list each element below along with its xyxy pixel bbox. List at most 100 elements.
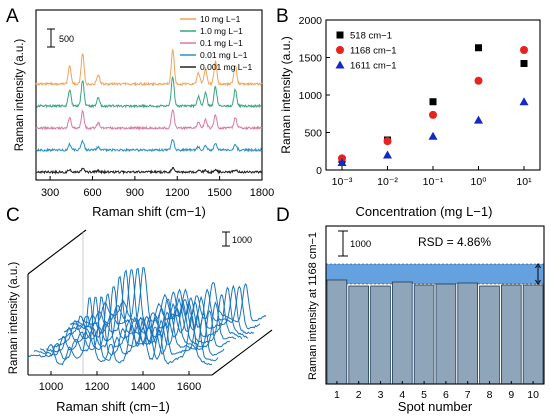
panel-b-point-3 bbox=[428, 131, 438, 140]
panel-b-y-tick-label: 1000 bbox=[299, 90, 323, 102]
panel-b-point-1 bbox=[520, 60, 528, 67]
panel-c-x-label: Raman shift (cm−1) bbox=[56, 399, 170, 414]
panel-d-x-tick-label: 10 bbox=[527, 389, 539, 401]
panel-b-ticks: 0 500 1000 1500 2000 10⁻³ 10⁻² 10⁻¹ 10⁰ 10¹ bbox=[299, 15, 532, 188]
panel-a-x-tick-label: 1500 bbox=[207, 187, 231, 199]
panel-d-plot-frame bbox=[325, 225, 545, 385]
panel-a-series-3 bbox=[35, 108, 263, 131]
panel-b-y-tick-label: 500 bbox=[304, 128, 322, 140]
panel-c-depth-edge bbox=[211, 329, 273, 376]
panel-a-y-label: Raman intensity (a.u.) bbox=[14, 39, 26, 152]
panel-c-spectra bbox=[27, 267, 267, 366]
panel-c-y-label: Raman intensity (a.u.) bbox=[8, 262, 20, 375]
panel-a-scale-bar-label: 500 bbox=[59, 34, 74, 44]
panel-b-x-tick-label: 10⁻² bbox=[377, 176, 398, 188]
panel-c-x-tick-label: 1200 bbox=[85, 381, 109, 393]
panel-d-bar bbox=[370, 285, 391, 385]
panel-d-rsd-arrow-head-bottom bbox=[535, 279, 541, 285]
panel-d-bar bbox=[326, 279, 348, 385]
panel-c-x-tick-label: 1000 bbox=[39, 381, 63, 393]
panel-b-legend: 518 cm−1 1168 cm−1 1611 cm−1 bbox=[335, 31, 397, 72]
panel-d-bar bbox=[457, 282, 478, 385]
panel-c-spectrum-10 bbox=[27, 297, 213, 366]
panel-a-x-label: Raman shift (cm−1) bbox=[92, 204, 206, 219]
panel-b: 0 500 1000 1500 2000 10⁻³ 10⁻² 10⁻¹ 10⁰ 10¹ 518 c… bbox=[279, 15, 541, 219]
panel-d-bar bbox=[479, 285, 500, 385]
panel-c-x-tick-label: 1600 bbox=[177, 381, 201, 393]
panel-d-bars bbox=[326, 279, 544, 385]
panel-d-x-tick-label: 1 bbox=[334, 389, 340, 401]
panel-d-x-label: Spot number bbox=[398, 399, 473, 414]
panel-b-x-tick-label: 10⁻¹ bbox=[423, 176, 444, 188]
panel-d-rsd-arrow-head-top bbox=[535, 263, 541, 269]
panel-b-point-3 bbox=[519, 97, 529, 106]
panel-a-x-tick-label: 1200 bbox=[165, 187, 189, 199]
panel-b-point-2 bbox=[520, 46, 528, 54]
panel-d-bar bbox=[435, 283, 457, 385]
panel-b-legend-marker bbox=[336, 31, 344, 39]
panel-d-x-tick-label: 5 bbox=[421, 389, 427, 401]
panel-b-point-1 bbox=[429, 98, 437, 106]
panel-a-x-tick-label: 300 bbox=[41, 187, 59, 199]
panel-a-x-tick-label: 600 bbox=[83, 187, 101, 199]
panel-a-x-ticks: 300 600 900 1200 1500 1800 bbox=[41, 176, 274, 199]
panel-b-x-label: Concentration (mg L−1) bbox=[356, 204, 493, 219]
panel-a-x-tick-label: 900 bbox=[126, 187, 144, 199]
panel-d-rsd-annotation: RSD = 4.86% bbox=[418, 235, 491, 249]
panel-d-x-tick-label: 6 bbox=[443, 389, 449, 401]
panel-b-legend-label: 1168 cm−1 bbox=[350, 46, 397, 57]
panel-b-legend-label: 1611 cm−1 bbox=[350, 61, 397, 72]
panel-a-legend-label: 0.1 mg L−1 bbox=[200, 38, 243, 48]
panel-d-x-ticks: 1 2 3 4 5 6 7 8 9 10 bbox=[334, 381, 539, 401]
panel-c-scale-bar-label: 1000 bbox=[232, 235, 252, 245]
panel-b-point-3 bbox=[383, 150, 392, 159]
panel-c-back-left-edge bbox=[27, 229, 87, 275]
panel-b-legend-marker bbox=[335, 60, 345, 69]
panel-b-point-2 bbox=[474, 76, 483, 85]
panel-d-bar bbox=[348, 285, 369, 385]
panel-d-x-tick-label: 9 bbox=[508, 389, 514, 401]
panel-label-d: D bbox=[276, 205, 290, 226]
panel-b-point-2 bbox=[383, 137, 392, 146]
panel-d-bar bbox=[500, 284, 522, 385]
panel-label-b: B bbox=[276, 6, 289, 27]
panel-a-legend-label: 0.001 mg L−1 bbox=[200, 62, 252, 72]
panel-a-spectra bbox=[35, 49, 263, 175]
panel-d-x-tick-label: 3 bbox=[378, 389, 384, 401]
panel-b-y-tick-label: 0 bbox=[316, 165, 322, 177]
panel-a-series-1 bbox=[35, 49, 263, 87]
panel-d: 1000 RSD = 4.86% 1 2 3 4 5 6 7 8 9 10 Spot number… bbox=[307, 225, 545, 414]
panel-b-x-tick-label: 10⁰ bbox=[471, 176, 488, 188]
panel-c: 1000 1200 1400 1600 1000 Raman shift (cm−1)… bbox=[8, 229, 273, 414]
panel-b-point-2 bbox=[429, 110, 437, 119]
panel-a-legend: 10 mg L−1 1.0 mg L−1 0.1 mg L−1 0.01 mg L−1… bbox=[180, 14, 252, 72]
panel-a: 300 600 900 1200 1500 1800 500 10 mg L−1 1.0 m… bbox=[14, 9, 274, 219]
panel-a-x-tick-label: 1800 bbox=[250, 187, 274, 199]
panel-a-series-2 bbox=[35, 75, 262, 109]
panel-b-x-tick-label: 10⁻³ bbox=[332, 176, 353, 188]
panel-a-series-5 bbox=[35, 166, 263, 175]
panel-b-y-label: Raman intensity (a.u.) bbox=[279, 36, 293, 153]
panel-d-x-tick-label: 4 bbox=[399, 389, 405, 401]
panel-d-bar bbox=[413, 284, 435, 385]
panel-c-x-ticks: 1000 1200 1400 1600 bbox=[39, 371, 201, 393]
panel-d-x-tick-label: 2 bbox=[356, 389, 362, 401]
panel-b-points bbox=[337, 44, 529, 166]
panel-b-x-tick-label: 10¹ bbox=[516, 176, 532, 188]
panel-d-scale-bar-label: 1000 bbox=[350, 239, 371, 250]
panel-b-point-3 bbox=[337, 158, 347, 166]
panel-d-x-tick-label: 8 bbox=[487, 389, 493, 401]
panel-b-y-tick-label: 1500 bbox=[299, 53, 323, 65]
panel-a-legend-label: 10 mg L−1 bbox=[200, 14, 241, 24]
panel-d-rsd-band bbox=[326, 264, 544, 284]
panel-b-plot-frame bbox=[325, 19, 541, 171]
panel-b-point-1 bbox=[475, 44, 482, 52]
panel-a-legend-label: 1.0 mg L−1 bbox=[200, 26, 243, 36]
panel-label-c: C bbox=[6, 205, 20, 226]
panel-d-x-tick-label: 7 bbox=[465, 389, 471, 401]
panel-b-point-3 bbox=[474, 115, 483, 124]
panel-b-y-tick-label: 2000 bbox=[299, 15, 323, 27]
panel-a-series-4 bbox=[35, 139, 263, 153]
panel-d-y-label: Raman intensity at 1168 cm−1 bbox=[307, 232, 319, 380]
